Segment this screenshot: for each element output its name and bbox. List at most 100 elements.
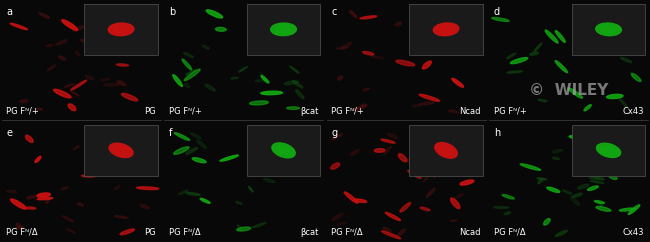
Ellipse shape bbox=[596, 206, 611, 211]
Ellipse shape bbox=[276, 146, 291, 155]
Ellipse shape bbox=[113, 26, 129, 33]
Ellipse shape bbox=[261, 76, 269, 83]
Ellipse shape bbox=[422, 61, 432, 69]
Ellipse shape bbox=[7, 190, 16, 193]
Ellipse shape bbox=[601, 26, 616, 33]
Ellipse shape bbox=[586, 148, 604, 157]
Ellipse shape bbox=[387, 133, 397, 138]
Ellipse shape bbox=[290, 66, 299, 73]
Ellipse shape bbox=[174, 133, 190, 140]
Ellipse shape bbox=[114, 146, 128, 155]
Ellipse shape bbox=[113, 145, 122, 149]
Ellipse shape bbox=[205, 84, 215, 91]
Ellipse shape bbox=[570, 197, 580, 205]
Ellipse shape bbox=[415, 129, 426, 141]
Text: d: d bbox=[494, 7, 500, 17]
Ellipse shape bbox=[400, 203, 411, 212]
Ellipse shape bbox=[448, 110, 459, 113]
FancyBboxPatch shape bbox=[247, 125, 320, 175]
Ellipse shape bbox=[178, 190, 188, 195]
Ellipse shape bbox=[271, 23, 296, 36]
Ellipse shape bbox=[547, 187, 560, 192]
Ellipse shape bbox=[281, 149, 296, 162]
Ellipse shape bbox=[102, 20, 110, 25]
Text: PG Fᴺ/Δ: PG Fᴺ/Δ bbox=[332, 228, 363, 237]
Ellipse shape bbox=[296, 138, 307, 144]
Ellipse shape bbox=[573, 193, 582, 197]
Ellipse shape bbox=[10, 199, 26, 209]
Ellipse shape bbox=[430, 38, 443, 51]
Ellipse shape bbox=[507, 71, 523, 73]
Ellipse shape bbox=[596, 23, 621, 36]
Text: Ncad: Ncad bbox=[460, 228, 481, 237]
Ellipse shape bbox=[621, 57, 632, 63]
Ellipse shape bbox=[555, 230, 567, 236]
Ellipse shape bbox=[590, 177, 600, 180]
Ellipse shape bbox=[352, 107, 360, 110]
Ellipse shape bbox=[77, 203, 83, 206]
Ellipse shape bbox=[200, 198, 210, 203]
Text: PG Fᴺ/+: PG Fᴺ/+ bbox=[494, 107, 526, 116]
Ellipse shape bbox=[237, 225, 242, 230]
Ellipse shape bbox=[360, 16, 377, 19]
FancyBboxPatch shape bbox=[410, 4, 483, 54]
Ellipse shape bbox=[412, 105, 420, 107]
Ellipse shape bbox=[419, 94, 439, 101]
Ellipse shape bbox=[636, 16, 644, 26]
Ellipse shape bbox=[174, 147, 189, 154]
Ellipse shape bbox=[584, 105, 592, 111]
Ellipse shape bbox=[592, 175, 604, 180]
Ellipse shape bbox=[438, 26, 454, 33]
Ellipse shape bbox=[491, 17, 509, 22]
Ellipse shape bbox=[47, 65, 56, 71]
Ellipse shape bbox=[215, 27, 226, 31]
Ellipse shape bbox=[398, 154, 407, 162]
Ellipse shape bbox=[336, 222, 347, 225]
Ellipse shape bbox=[53, 89, 71, 98]
FancyBboxPatch shape bbox=[572, 4, 645, 54]
Text: βcat: βcat bbox=[300, 107, 318, 116]
Ellipse shape bbox=[601, 146, 616, 155]
Ellipse shape bbox=[16, 227, 23, 229]
Ellipse shape bbox=[73, 146, 79, 150]
Ellipse shape bbox=[534, 43, 542, 52]
Text: PG Fᴺ/+: PG Fᴺ/+ bbox=[169, 107, 202, 116]
Ellipse shape bbox=[186, 148, 198, 154]
Text: PG Fᴺ/Δ: PG Fᴺ/Δ bbox=[494, 228, 526, 237]
Text: h: h bbox=[494, 128, 500, 138]
Ellipse shape bbox=[36, 108, 43, 110]
FancyBboxPatch shape bbox=[247, 4, 320, 54]
Ellipse shape bbox=[435, 143, 458, 158]
Text: PG: PG bbox=[144, 107, 156, 116]
Ellipse shape bbox=[263, 142, 270, 145]
Ellipse shape bbox=[537, 178, 547, 180]
Ellipse shape bbox=[109, 23, 134, 36]
Ellipse shape bbox=[416, 144, 430, 147]
Ellipse shape bbox=[502, 195, 514, 199]
Ellipse shape bbox=[568, 88, 582, 98]
Ellipse shape bbox=[68, 104, 76, 111]
Ellipse shape bbox=[292, 80, 303, 88]
Ellipse shape bbox=[543, 219, 550, 225]
Ellipse shape bbox=[504, 212, 511, 215]
Ellipse shape bbox=[37, 193, 51, 197]
Ellipse shape bbox=[81, 175, 96, 177]
Ellipse shape bbox=[253, 223, 266, 228]
Text: Ncad: Ncad bbox=[460, 107, 481, 116]
Ellipse shape bbox=[439, 146, 453, 155]
Ellipse shape bbox=[426, 147, 437, 157]
Ellipse shape bbox=[452, 78, 463, 87]
Ellipse shape bbox=[202, 45, 209, 49]
Ellipse shape bbox=[108, 46, 121, 50]
Ellipse shape bbox=[231, 77, 239, 79]
Ellipse shape bbox=[237, 227, 251, 231]
Ellipse shape bbox=[395, 22, 402, 26]
Ellipse shape bbox=[287, 107, 300, 109]
Ellipse shape bbox=[250, 101, 268, 105]
Ellipse shape bbox=[433, 28, 446, 34]
Ellipse shape bbox=[446, 150, 456, 154]
Ellipse shape bbox=[284, 81, 298, 85]
Ellipse shape bbox=[122, 93, 138, 101]
Ellipse shape bbox=[99, 170, 109, 172]
Ellipse shape bbox=[597, 200, 603, 206]
